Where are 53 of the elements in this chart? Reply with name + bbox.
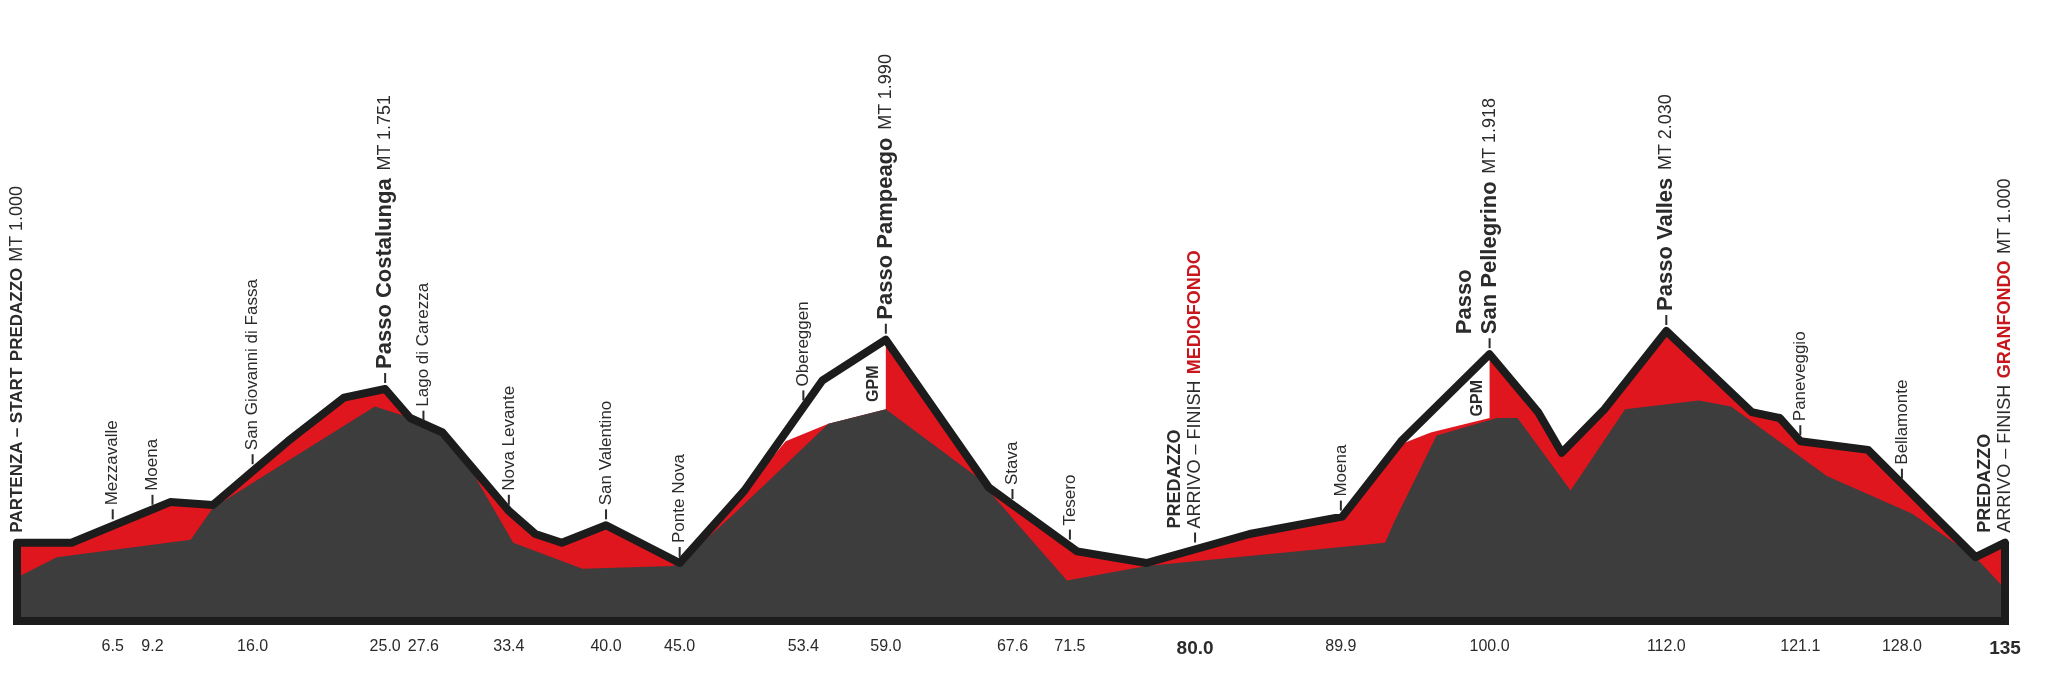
x-tick-label: 121.1	[1780, 637, 1821, 655]
annotation: San Pellegrino	[1475, 181, 1501, 335]
annotation: Passo	[1451, 269, 1477, 335]
x-tick-label: 45.0	[664, 637, 696, 655]
annotation: San Giovanni di Fassa	[242, 278, 262, 451]
x-tick-label: 53.4	[787, 637, 820, 655]
annotation: Tesero	[1059, 474, 1079, 526]
annotation: Moena	[142, 438, 162, 491]
x-tick-label: 89.9	[1325, 637, 1357, 655]
x-tick-label: 27.6	[407, 637, 440, 655]
annotation: GPM	[1468, 379, 1485, 417]
annotation: PARTENZA – START	[6, 367, 26, 533]
annotation: Ponte Nova	[669, 453, 689, 543]
x-tick-label: 100.0	[1469, 637, 1510, 655]
text: MT 1.751	[374, 94, 395, 171]
annotation: Moena	[1330, 444, 1350, 497]
text: MT 1.918	[1478, 97, 1499, 174]
x-tick-label: 25.0	[369, 637, 401, 655]
annotation: Passo Valles	[1652, 177, 1678, 311]
annotation: Obereggen	[793, 301, 813, 387]
text: MT 1.000	[1993, 178, 2014, 255]
x-tick-label: 59.0	[870, 637, 902, 655]
annotation: ARRIVO – FINISH	[1184, 380, 1205, 529]
annotation: Bellamonte	[1891, 379, 1911, 465]
annotation: Lago di Carezza	[413, 282, 433, 407]
x-tick-label: 40.0	[590, 637, 622, 655]
text: MT 1.000	[5, 185, 26, 262]
annotation: GPM	[864, 365, 882, 402]
annotation: MEDIOFONDO	[1184, 250, 1205, 375]
annotation: San Valentino	[595, 400, 615, 506]
annotation: Passo Pampeago	[871, 137, 897, 320]
x-tick-label: 16.0	[237, 637, 269, 655]
text: MT 1.990	[874, 54, 895, 130]
x-tick-label: 71.5	[1054, 637, 1086, 655]
annotation: Mezzavalle	[102, 420, 122, 506]
annotation: Nova Levante	[498, 385, 518, 491]
x-tick-label: 112.0	[1646, 637, 1686, 655]
annotation: PREDAZZO	[1974, 433, 1995, 533]
x-tick-label: 9.2	[141, 637, 164, 655]
x-tick-label: 80.0	[1176, 636, 1214, 658]
annotation: ARRIVO – FINISH	[1993, 384, 2014, 533]
annotation: Stava	[1002, 440, 1022, 485]
x-tick-label: 135	[1989, 636, 2022, 658]
annotation: PREDAZZO	[1164, 429, 1185, 529]
x-tick-label: 67.6	[996, 637, 1029, 655]
x-tick-label: 128.0	[1881, 637, 1923, 655]
annotation: Paneveggio	[1790, 331, 1809, 422]
annotation: PREDAZZO	[6, 267, 26, 362]
text: MT 2.030	[1655, 94, 1676, 170]
x-tick-label: 6.5	[101, 637, 124, 655]
annotation: Passo Costalunga	[371, 177, 397, 369]
x-tick-label: 33.4	[493, 637, 525, 655]
annotation: GRANFONDO	[1993, 260, 2014, 379]
